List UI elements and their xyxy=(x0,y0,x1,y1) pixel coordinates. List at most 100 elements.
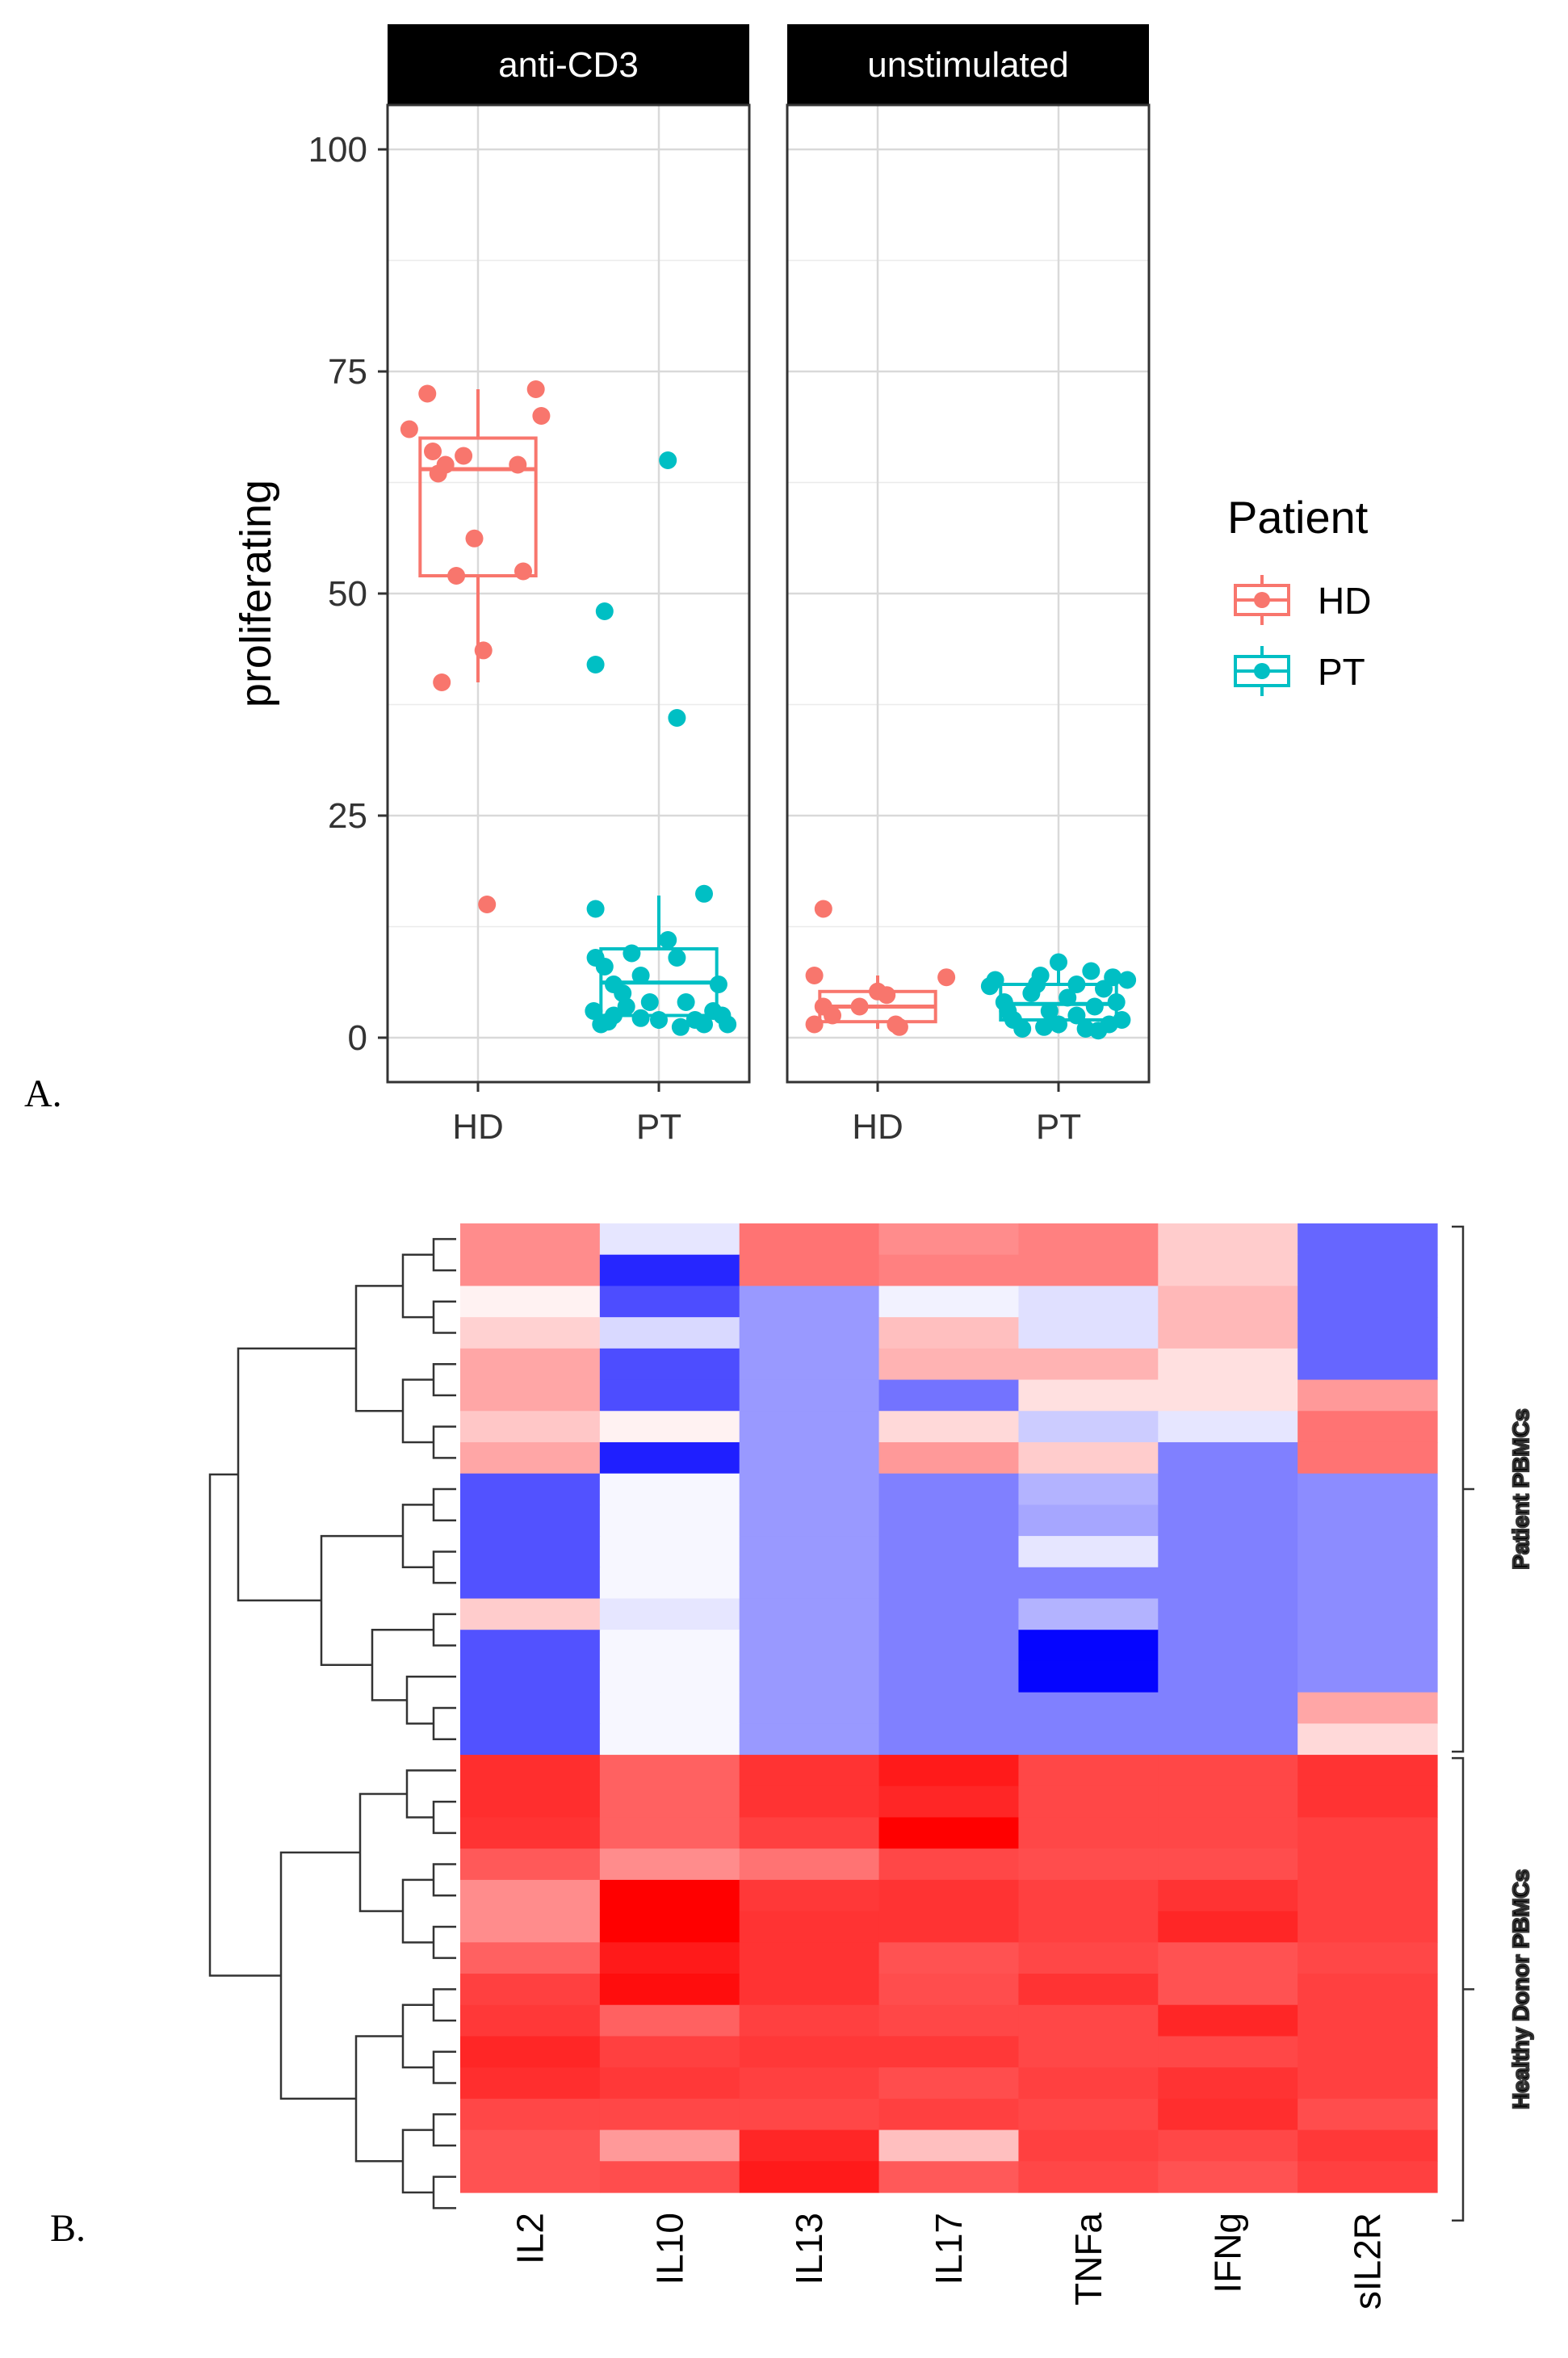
heatmap-cell xyxy=(739,1473,880,1505)
heatmap-cell xyxy=(1158,1817,1298,1849)
box-iqr xyxy=(418,436,538,577)
heatmap-cell xyxy=(1298,1411,1438,1443)
dendrogram-root xyxy=(208,1473,281,1977)
heatmap-cell xyxy=(878,1441,1020,1475)
data-point xyxy=(805,1015,824,1034)
data-point xyxy=(1082,962,1101,980)
heatmap-cell xyxy=(1298,1317,1438,1349)
heatmap-cell xyxy=(1018,1911,1159,1943)
data-point xyxy=(659,931,677,949)
heatmap-cell xyxy=(878,1911,1020,1943)
heatmap-cell xyxy=(739,1567,880,1600)
heatmap-cell xyxy=(1018,1755,1159,1787)
heatmap-cell xyxy=(739,1911,880,1943)
heatmap-cell xyxy=(1018,1348,1159,1381)
heatmap-cell xyxy=(599,1723,740,1756)
heatmap-cell xyxy=(599,1504,740,1537)
data-point xyxy=(400,420,418,438)
heatmap-cell xyxy=(739,1848,880,1881)
heatmap-cell xyxy=(1018,1692,1159,1724)
heatmap-cell xyxy=(1158,1974,1298,2006)
heatmap-cell xyxy=(599,1879,740,1912)
heatmap-cell xyxy=(1018,2067,1159,2100)
heatmap-cell xyxy=(878,1254,1020,1287)
heatmap-cell xyxy=(739,1817,880,1849)
heatmap-cell xyxy=(1298,1223,1438,1256)
dendrogram-branch xyxy=(401,1378,434,1444)
heatmap-cell xyxy=(739,1379,880,1412)
heatmap-cell xyxy=(599,1348,740,1381)
x-tick-label: HD xyxy=(852,1107,903,1147)
data-point xyxy=(599,1013,618,1031)
heatmap-cell xyxy=(1158,1411,1298,1443)
heatmap-cell xyxy=(1298,1974,1438,2006)
heatmap-cell xyxy=(878,1974,1020,2006)
heatmap-cell xyxy=(1018,2129,1159,2162)
heatmap-cell xyxy=(1018,1317,1159,1349)
dendrogram-branch xyxy=(320,1534,403,1667)
heatmap-cell xyxy=(1018,1817,1159,1849)
data-point xyxy=(850,997,869,1016)
heatmap-cell xyxy=(460,1348,601,1381)
heatmap-cell xyxy=(460,1317,601,1349)
heatmap-cells xyxy=(460,1223,1438,2193)
dendrogram-branch xyxy=(432,1925,456,1959)
heatmap-cell xyxy=(1018,1567,1159,1600)
data-point xyxy=(986,971,1004,989)
heatmap-cell xyxy=(460,2161,601,2193)
dendrogram-branch xyxy=(432,1425,456,1459)
dendrogram-branch xyxy=(401,2003,434,2069)
heatmap-cell xyxy=(739,2129,880,2162)
data-point xyxy=(585,1002,603,1020)
heatmap-cell xyxy=(460,1473,601,1505)
data-point xyxy=(586,900,605,918)
heatmap-cell xyxy=(1298,1504,1438,1537)
heatmap-cell xyxy=(878,1473,1020,1505)
facet-border xyxy=(786,103,1151,1084)
dendrogram-branch xyxy=(432,2113,456,2147)
heatmap-cell xyxy=(599,1692,740,1724)
heatmap-cell xyxy=(1158,2004,1298,2037)
heatmap-cell xyxy=(878,1755,1020,1787)
heatmap-cell xyxy=(739,1348,880,1381)
heatmap-cell xyxy=(1298,2067,1438,2100)
heatmap-cell xyxy=(739,1630,880,1662)
heatmap-cell xyxy=(739,1660,880,1693)
heatmap-cell xyxy=(739,1755,880,1787)
facet-strip xyxy=(787,24,1149,105)
dendrogram-branch xyxy=(432,1550,456,1584)
heatmap-cell xyxy=(1018,2036,1159,2068)
heatmap-cell xyxy=(739,2098,880,2131)
heatmap-cell xyxy=(460,2129,601,2162)
heatmap-cell xyxy=(1158,2036,1298,2068)
heatmap-cell xyxy=(1298,1848,1438,1881)
heatmap-cell xyxy=(1158,1567,1298,1600)
y-tick-label: 25 xyxy=(328,796,367,836)
heatmap-cell xyxy=(599,1974,740,2006)
y-tick-label: 100 xyxy=(308,130,367,170)
heatmap-cell xyxy=(739,1223,880,1256)
heatmap-cell xyxy=(1158,1254,1298,1287)
heatmap-cell xyxy=(1018,1441,1159,1475)
data-point xyxy=(474,641,493,660)
heatmap-cell xyxy=(599,1785,740,1819)
heatmap-cell xyxy=(1018,1660,1159,1693)
legend-label-hd: HD xyxy=(1318,580,1371,622)
heatmap-cell xyxy=(1298,1879,1438,1912)
heatmap-cell xyxy=(1158,1848,1298,1881)
heatmap-cell xyxy=(739,1974,880,2006)
heatmap-cell xyxy=(1018,1785,1159,1819)
heatmap-cell xyxy=(460,2004,601,2037)
heatmap-cell xyxy=(1298,2004,1438,2037)
heatmap-cell xyxy=(460,1755,601,1787)
heatmap-cell xyxy=(1298,2161,1438,2193)
heatmap-cell xyxy=(1018,1223,1159,1256)
heatmap-cell xyxy=(739,1785,880,1819)
heatmap-cell xyxy=(599,1567,740,1600)
legend-key-hd xyxy=(1234,575,1290,625)
heatmap-cell xyxy=(878,1536,1020,1568)
heatmap-cell xyxy=(1018,1286,1159,1318)
heatmap-cell xyxy=(878,2004,1020,2037)
heatmap-cell xyxy=(739,1942,880,1974)
heatmap-cell xyxy=(599,1630,740,1662)
